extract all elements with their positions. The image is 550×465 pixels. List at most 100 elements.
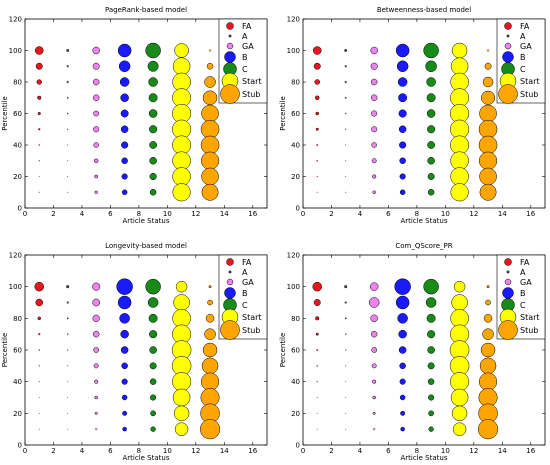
data-point-b [116,278,133,295]
data-point-stub [486,285,490,289]
data-point-a [344,96,347,99]
data-point-a [345,349,347,351]
y-tick-label: 20 [13,173,22,181]
data-point-stub [201,104,219,123]
data-point-stub [481,90,496,105]
data-point-stub [484,62,492,70]
data-point-start [452,422,467,436]
legend-marker-b [502,51,514,63]
legend-marker-stub [498,320,518,340]
data-point-c [425,297,437,308]
data-point-start [450,135,470,155]
data-point-start [173,405,190,422]
data-point-start [450,372,470,392]
data-point-fa [312,281,322,292]
data-point-ga [370,94,378,101]
data-point-start [172,151,191,170]
data-point-start [450,57,469,75]
data-point-stub [480,342,496,358]
data-point-b [399,189,406,195]
data-point-a [66,317,69,320]
data-point-ga [371,110,378,117]
x-tick-label: 0 [301,447,305,455]
data-point-start [451,294,468,311]
data-point-b [398,109,407,118]
data-point-ga [92,314,100,322]
data-point-b [400,410,406,416]
data-point-ga [93,158,99,163]
y-tick-label: 0 [296,205,300,213]
data-point-a [67,412,69,414]
data-point-fa [38,144,40,146]
data-point-ga [94,190,98,194]
data-point-c [428,394,435,401]
x-tick-label: 2 [51,210,55,218]
data-point-ga [369,282,379,291]
data-point-ga [370,62,378,70]
data-point-b [395,295,410,310]
chart-title: Com_QScore_PR [395,242,452,250]
data-point-c [145,278,161,295]
data-point-a [67,160,69,162]
y-axis-label: Percentile [1,333,9,368]
y-tick-label: 100 [9,283,22,291]
data-point-a [344,317,347,320]
data-point-ga [94,411,98,415]
data-point-c [427,330,436,339]
y-tick-label: 20 [291,410,300,418]
data-point-c [426,77,436,87]
data-point-c [428,410,434,417]
data-point-b [120,109,129,118]
legend-label-c: C [242,301,248,310]
data-point-start [451,405,468,422]
y-tick-label: 120 [287,252,300,260]
x-tick-label: 2 [329,210,333,218]
data-point-c [427,346,435,354]
y-tick-label: 100 [9,47,22,55]
data-point-stub [208,285,212,289]
legend-marker-b [224,287,236,299]
x-tick-label: 16 [248,210,257,218]
data-point-ga [373,428,376,431]
data-point-fa [34,281,44,292]
legend-marker-fa [504,22,512,30]
legend-marker-stub [220,84,240,104]
data-point-ga [94,379,99,384]
data-point-fa [38,381,40,383]
data-point-fa [38,349,40,351]
data-point-c [149,189,157,196]
y-tick-label: 80 [291,79,300,87]
legend-marker-ga [226,278,234,286]
data-point-fa [38,412,40,414]
legend-label-stub: Stub [520,90,538,99]
data-point-stub [202,90,218,105]
data-point-start [175,280,188,293]
data-point-stub [202,342,218,358]
y-tick-label: 80 [291,315,300,323]
data-point-fa [34,46,44,55]
data-point-c [150,410,156,417]
x-tick-label: 8 [415,447,419,455]
data-point-b [120,346,129,354]
legend-label-a: A [242,32,248,41]
data-point-b [399,394,406,401]
data-point-b [119,313,130,324]
legend-label-fa: FA [242,258,252,267]
data-point-stub [479,151,498,170]
data-point-c [426,93,436,103]
x-tick-label: 6 [108,210,113,218]
legend-label-fa: FA [242,22,252,31]
data-point-stub [483,314,493,323]
x-tick-label: 10 [163,210,172,218]
legend-marker-b [502,287,514,299]
data-point-a [67,191,69,193]
data-point-b [117,295,132,310]
legend-label-b: B [520,53,526,62]
data-point-fa [316,397,318,399]
data-point-fa [316,191,318,193]
data-point-fa [316,175,318,178]
legend-label-ga: GA [242,278,254,287]
data-point-b [394,278,411,295]
data-point-stub [482,328,494,340]
